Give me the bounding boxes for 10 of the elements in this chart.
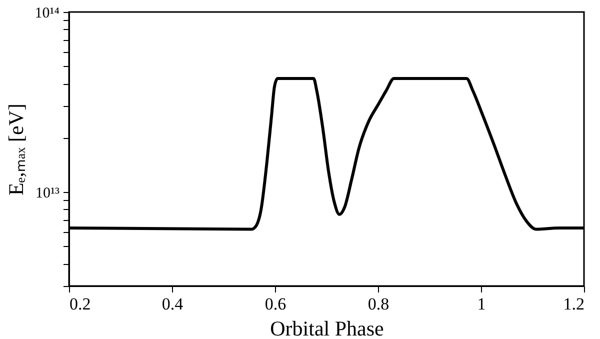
- y-tick-label: 10¹⁴: [34, 6, 60, 22]
- x-tick-label: 1.2: [563, 294, 584, 314]
- x-axis-title: Orbital Phase: [270, 316, 384, 339]
- x-tick-label: 0.4: [162, 294, 184, 314]
- x-tick-label: 1: [477, 294, 486, 314]
- x-tick-label: 0.2: [70, 294, 91, 314]
- y-tick-label: 10¹³: [36, 185, 60, 202]
- y-axis-title: Eₑ,ₘₐₓ [eV]: [4, 103, 28, 196]
- x-tick-label: 0.6: [264, 294, 286, 314]
- x-tick-label: 0.8: [368, 294, 390, 314]
